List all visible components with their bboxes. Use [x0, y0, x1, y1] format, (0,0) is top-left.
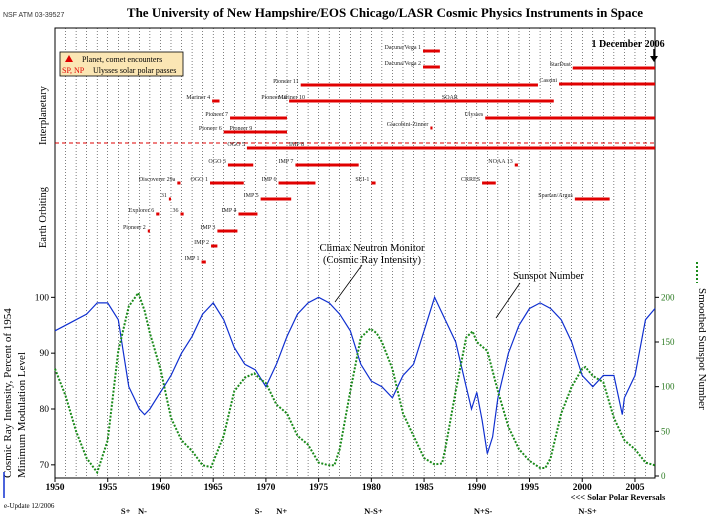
right-axis-label: Smoothed Sunspot Number — [696, 288, 708, 410]
mission-label-33: IMP 1 — [185, 256, 200, 262]
page-title: The University of New Hampshire/EOS Chic… — [127, 5, 643, 20]
polarity-0: S+ — [121, 506, 131, 516]
mission-label-13: SOAR — [442, 95, 458, 101]
right-axis-ticks: 200 150 100 50 0 — [655, 292, 675, 481]
polarity-2: S- — [255, 506, 263, 516]
x-tick-label-1975: 1975 — [309, 483, 328, 493]
date-marker-arrow-icon — [650, 56, 658, 62]
grant-code: NSF ATM 03-39527 — [3, 12, 64, 19]
neutron-annotation-2: (Cosmic Ray Intensity) — [323, 255, 421, 266]
mission-label-29: IMP 4 — [222, 208, 237, 214]
region-label-earth-orbiting: Earth Orbiting — [38, 186, 49, 248]
sunspot-annotation-pointer — [495, 282, 521, 319]
x-axis-ticks: 1950 1955 1960 1965 1970 1975 1980 1985 1990 1995… — [46, 478, 645, 493]
right-tick-label-150: 150 — [661, 337, 675, 347]
mission-label-10: Giacobini-Zinner — [387, 122, 429, 128]
right-tick-label-200: 200 — [661, 292, 675, 302]
mission-label-16: OGO 3 — [208, 159, 226, 165]
left-axis-label-2: Minimum Modulation Level — [16, 352, 28, 478]
legend-row2-label: Ulysses solar polar passes — [93, 66, 176, 75]
mission-label-11: Dacuna/Vega 1 — [385, 45, 421, 51]
sunspot-line — [54, 290, 656, 475]
mission-label-5: Pioneer 7 — [205, 112, 228, 118]
polarity-5: N+S- — [474, 506, 493, 516]
mission-label-32: IMP 2 — [194, 240, 209, 246]
mission-label-2: StarDust — [550, 62, 571, 68]
polarity-4: N-S+ — [364, 506, 383, 516]
mission-label-21: IMP 6 — [262, 177, 277, 183]
x-tick-label-2000: 2000 — [573, 483, 592, 493]
polarity-3: N+ — [276, 506, 287, 516]
x-tick-label-1950: 1950 — [46, 483, 65, 493]
left-tick-label-80: 80 — [40, 405, 50, 415]
mission-label-28: 36 — [172, 208, 178, 214]
mission-label-8: Mariner 4 — [186, 95, 210, 101]
encounter-marker-icon — [65, 55, 73, 62]
update-note: e-Update 12/2006 — [4, 502, 55, 510]
sunspot-annotation: Sunspot Number — [513, 271, 584, 282]
x-tick-label-1990: 1990 — [467, 483, 486, 493]
mission-label-26: Spartan/Argus — [538, 193, 573, 199]
x-tick-label-1980: 1980 — [362, 483, 381, 493]
x-tick-label-1985: 1985 — [415, 483, 434, 493]
legend: Planet, comet encounters SP, NP Ulysses … — [59, 51, 184, 77]
neutron-monitor-line — [54, 295, 656, 454]
date-marker-label: 1 December 2006 — [591, 39, 664, 50]
right-tick-label-50: 50 — [661, 426, 671, 436]
x-tick-label-1960: 1960 — [151, 483, 170, 493]
year-gridlines — [54, 28, 646, 478]
mission-label-12: Dacuna/Vega 2 — [385, 61, 421, 67]
mission-label-18: NOAA 13 — [488, 159, 513, 165]
x-tick-label-1970: 1970 — [256, 483, 275, 493]
neutron-annotation-1: Climax Neutron Monitor — [320, 243, 425, 254]
polar-reversals: S+ N- S- N+ N-S+ N+S- N-S+ — [121, 506, 597, 516]
x-tick-label-2005: 2005 — [625, 483, 644, 493]
mission-label-19: Discoverer 29a — [139, 177, 176, 183]
mission-label-7: Mariner 10 — [278, 95, 305, 101]
left-axis-ticks: 100 90 80 70 — [35, 293, 55, 471]
mission-label-20: OGO 1 — [191, 177, 209, 183]
polar-reversal-label: <<< Solar Polar Reversals — [571, 492, 666, 502]
data-curves — [54, 290, 656, 475]
x-tick-label-1965: 1965 — [204, 483, 223, 493]
polarity-1: N- — [138, 506, 147, 516]
mission-label-17: IMP 7 — [278, 159, 293, 165]
mission-label-3: Pioneer 10 — [261, 95, 287, 101]
legend-box — [59, 51, 184, 77]
mission-label-23: CRRES — [461, 177, 480, 183]
legend-row1-label: Planet, comet encounters — [82, 55, 162, 64]
polarity-6: N-S+ — [578, 506, 597, 516]
x-tick-label-1995: 1995 — [520, 483, 539, 493]
region-label-interplanetary: Interplanetary — [38, 85, 49, 145]
mission-label-31: IMP 3 — [200, 225, 215, 231]
left-axis-label-1: Cosmic Ray Intensity, Percent of 1954 — [2, 308, 14, 478]
right-tick-label-0: 0 — [661, 471, 666, 481]
mission-label-25: IMP 5 — [244, 193, 259, 199]
right-tick-label-100: 100 — [661, 382, 675, 392]
mission-label-4: Pioneer 11 — [273, 79, 299, 85]
neutron-annotation-pointer — [334, 264, 363, 303]
mission-label-27: Explorer 6 — [129, 208, 155, 214]
mission-label-15: IMP 8 — [289, 142, 304, 148]
mission-timeline: Ulysses Cassini StarDust Pioneer 10 Pioneer … — [123, 45, 655, 264]
left-tick-label-90: 90 — [40, 349, 50, 359]
mission-label-1: Cassini — [539, 78, 557, 84]
x-tick-label-1955: 1955 — [98, 483, 117, 493]
mission-label-14: OGO 5 — [227, 142, 245, 148]
mission-label-22: SEI-1 — [355, 177, 369, 183]
left-tick-label-70: 70 — [40, 461, 50, 471]
mission-label-24: 31 — [161, 193, 167, 199]
left-tick-label-100: 100 — [35, 293, 50, 303]
mission-label-9: Pioneer 9 — [229, 126, 252, 132]
mission-label-0: Ulysses — [465, 112, 484, 118]
mission-label-6: Pioneer 6 — [199, 126, 222, 132]
legend-row2-key: SP, NP — [62, 66, 85, 75]
mission-label-30: Pioneer 2 — [123, 225, 146, 231]
